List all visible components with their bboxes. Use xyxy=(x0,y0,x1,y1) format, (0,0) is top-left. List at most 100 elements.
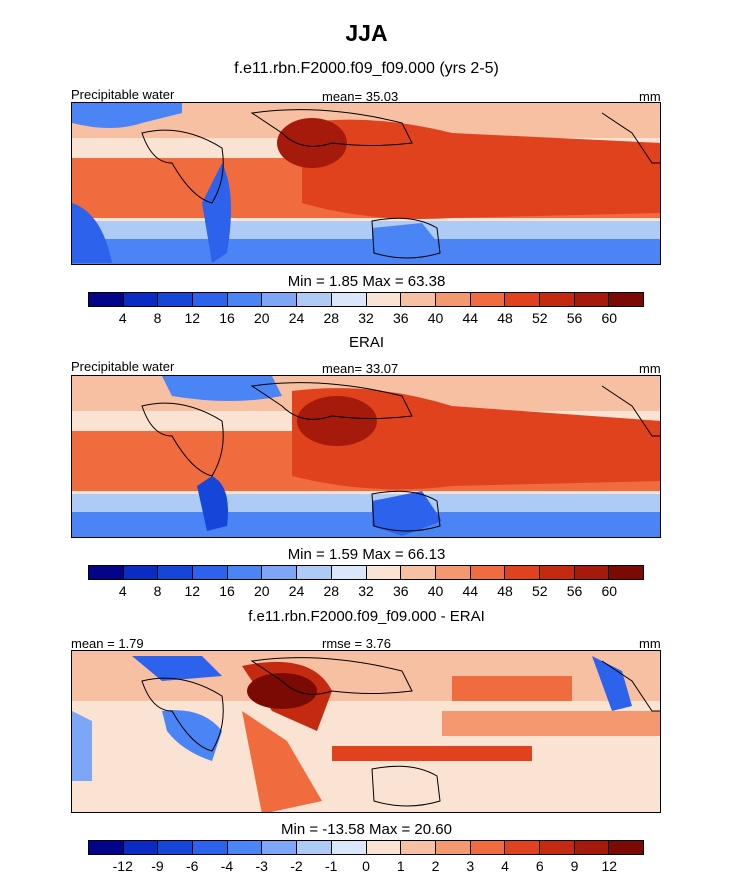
colorbar-swatch xyxy=(574,293,610,306)
colorbar-tick: 40 xyxy=(427,310,444,326)
colorbar-tick: 44 xyxy=(462,583,479,599)
colorbar-swatch xyxy=(366,841,402,854)
colorbar-swatch xyxy=(297,566,332,579)
colorbar-tick: 9 xyxy=(570,858,579,874)
colorbar-tick: 36 xyxy=(392,310,409,326)
colorbar-tick: 20 xyxy=(253,310,270,326)
colorbar-tick: -3 xyxy=(255,858,268,874)
panel3-mean-label: mean = 1.79 xyxy=(71,636,144,651)
colorbar-tick: -1 xyxy=(325,858,338,874)
colorbar-tick: 28 xyxy=(323,583,340,599)
panel3-unit-label: mm xyxy=(639,636,661,651)
panel1-map xyxy=(71,102,661,265)
colorbar-swatch xyxy=(297,293,332,306)
colorbar-tick: 40 xyxy=(427,583,444,599)
panel3-stats: Min = -13.58 Max = 20.60 xyxy=(281,821,452,838)
colorbar-tick: 48 xyxy=(497,310,513,326)
colorbar-tick: 56 xyxy=(566,583,583,599)
colorbar-tick: 24 xyxy=(288,310,305,326)
colorbar-swatch xyxy=(262,293,298,306)
panel2-stats: Min = 1.59 Max = 66.13 xyxy=(287,546,446,563)
colorbar-swatch xyxy=(609,841,643,854)
panel2-heading: ERAI xyxy=(348,334,384,351)
colorbar-swatch xyxy=(227,841,263,854)
colorbar-tick: 12 xyxy=(184,310,201,326)
colorbar-swatch xyxy=(297,841,332,854)
colorbar-swatch xyxy=(401,293,436,306)
colorbar-swatch xyxy=(123,566,159,579)
colorbar-swatch xyxy=(539,841,575,854)
colorbar-tick: -6 xyxy=(186,858,199,874)
colorbar-tick: 4 xyxy=(118,583,127,599)
colorbar-swatch xyxy=(89,566,124,579)
colorbar-swatch xyxy=(470,566,506,579)
colorbar-swatch xyxy=(193,841,228,854)
panel2-colorbar-ticks: 4 8 12 16 20 24 28 32 36 40 44 48 52 56 … xyxy=(88,583,644,601)
panel2-map xyxy=(71,375,661,538)
colorbar-swatch xyxy=(193,566,228,579)
colorbar-swatch xyxy=(89,293,124,306)
colorbar-tick: -4 xyxy=(220,858,234,874)
colorbar-swatch xyxy=(435,293,471,306)
colorbar-tick: 6 xyxy=(535,858,544,874)
colorbar-swatch xyxy=(193,293,228,306)
panel3-rmse-label: rmse = 3.76 xyxy=(322,636,392,651)
colorbar-tick: 3 xyxy=(466,858,475,874)
colorbar-swatch xyxy=(366,293,402,306)
colorbar-swatch xyxy=(262,841,298,854)
colorbar-swatch xyxy=(331,566,367,579)
panel3-map xyxy=(71,650,661,813)
colorbar-swatch xyxy=(435,566,471,579)
colorbar-tick: -2 xyxy=(290,858,303,874)
figure-title: JJA xyxy=(345,20,388,46)
colorbar-tick: 56 xyxy=(566,310,583,326)
colorbar-swatch xyxy=(574,841,610,854)
colorbar-tick: 48 xyxy=(497,583,513,599)
panel3-colorbar xyxy=(88,840,644,855)
colorbar-swatch xyxy=(539,566,575,579)
colorbar-swatch xyxy=(158,293,194,306)
colorbar-tick: 20 xyxy=(253,583,270,599)
colorbar-tick: 8 xyxy=(153,583,162,599)
colorbar-swatch xyxy=(609,293,643,306)
colorbar-swatch xyxy=(331,293,367,306)
colorbar-tick: 28 xyxy=(323,310,340,326)
panel2-mean-label: mean= 33.07 xyxy=(322,361,399,376)
colorbar-swatch xyxy=(539,293,575,306)
colorbar-tick: 8 xyxy=(153,310,162,326)
colorbar-swatch xyxy=(574,566,610,579)
colorbar-swatch xyxy=(505,293,540,306)
panel2-unit-label: mm xyxy=(639,361,661,376)
colorbar-tick: 52 xyxy=(531,310,548,326)
colorbar-tick: 44 xyxy=(462,310,479,326)
panel1-colorbar-ticks: 4 8 12 16 20 24 28 32 36 40 44 48 52 56 … xyxy=(88,310,644,328)
figure-subtitle: f.e11.rbn.F2000.f09_f09.000 (yrs 2-5) xyxy=(234,60,499,77)
colorbar-tick: 4 xyxy=(118,310,127,326)
colorbar-swatch xyxy=(505,841,540,854)
colorbar-swatch xyxy=(435,841,471,854)
panel1-left-label: Precipitable water xyxy=(71,87,175,102)
colorbar-swatch xyxy=(227,566,263,579)
panel3-colorbar-ticks: -12 -9 -6 -4 -3 -2 -1 0 1 2 3 4 6 9 12 xyxy=(88,858,644,876)
colorbar-tick: 60 xyxy=(601,583,618,599)
colorbar-swatch xyxy=(470,841,506,854)
colorbar-swatch xyxy=(123,293,159,306)
colorbar-swatch xyxy=(401,841,436,854)
colorbar-swatch xyxy=(262,566,298,579)
colorbar-swatch xyxy=(331,841,367,854)
colorbar-swatch xyxy=(401,566,436,579)
colorbar-tick: 12 xyxy=(601,858,618,874)
colorbar-tick: 1 xyxy=(396,858,405,874)
panel1-unit-label: mm xyxy=(639,89,661,104)
colorbar-tick: 4 xyxy=(501,858,509,874)
colorbar-swatch xyxy=(89,841,124,854)
colorbar-tick: 60 xyxy=(601,310,618,326)
colorbar-tick: 16 xyxy=(219,310,235,326)
colorbar-tick: -12 xyxy=(112,858,133,874)
colorbar-swatch xyxy=(609,566,643,579)
panel2-left-label: Precipitable water xyxy=(71,359,175,374)
colorbar-swatch xyxy=(158,566,194,579)
colorbar-tick: 52 xyxy=(531,583,548,599)
colorbar-tick: 16 xyxy=(219,583,235,599)
colorbar-tick: 32 xyxy=(358,583,374,599)
